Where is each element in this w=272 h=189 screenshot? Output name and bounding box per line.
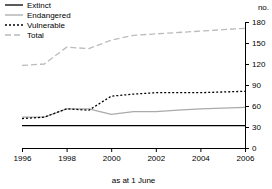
tick-mark bbox=[245, 106, 249, 107]
tick-label: 150 bbox=[252, 39, 266, 48]
series-line bbox=[22, 28, 245, 65]
tick: 150 bbox=[245, 39, 266, 48]
tick-label: 60 bbox=[252, 102, 261, 111]
tick-mark bbox=[245, 64, 249, 65]
tick: 2002 bbox=[147, 148, 165, 163]
legend-swatch bbox=[5, 4, 23, 5]
tick-label: 30 bbox=[252, 123, 261, 132]
tick: 90 bbox=[245, 81, 261, 90]
series-line bbox=[22, 91, 245, 118]
tick-label: 120 bbox=[252, 60, 266, 69]
legend-item: Endangered bbox=[5, 11, 71, 20]
legend-item: Vulnerable bbox=[5, 21, 66, 30]
tick-label: 2004 bbox=[192, 154, 210, 163]
legend-swatch bbox=[5, 24, 23, 25]
tick-mark bbox=[245, 22, 249, 23]
legend-item: Total bbox=[5, 31, 44, 40]
tick-label: 0 bbox=[252, 144, 257, 153]
y-axis-line bbox=[246, 23, 250, 149]
x-axis-title: as at 1 June bbox=[112, 176, 156, 185]
tick-label: 1998 bbox=[58, 154, 76, 163]
tick-label: 1996 bbox=[14, 154, 32, 163]
series-line bbox=[22, 107, 245, 117]
tick: 30 bbox=[245, 123, 261, 132]
tick-mark bbox=[111, 148, 112, 152]
lines bbox=[22, 28, 245, 125]
legend-swatch bbox=[5, 34, 23, 35]
tick: 2004 bbox=[192, 148, 210, 163]
tick: 180 bbox=[245, 18, 266, 27]
chart: 1996 1998 2000 2002 2004 20060 30 60 90 120 150 180… bbox=[0, 0, 272, 189]
tick-label: 180 bbox=[252, 18, 266, 27]
legend-item: Extinct bbox=[5, 1, 52, 10]
series-line bbox=[22, 125, 245, 126]
legend-label: Endangered bbox=[27, 11, 71, 20]
y-axis: 0 30 60 90 120 150 180 bbox=[245, 18, 266, 153]
tick-label: 2000 bbox=[103, 154, 121, 163]
legend-label: Extinct bbox=[27, 1, 52, 10]
tick: 1996 bbox=[14, 148, 32, 163]
legend-label: Total bbox=[27, 31, 44, 40]
tick: 0 bbox=[245, 144, 257, 153]
tick: 1998 bbox=[58, 148, 76, 163]
legend: ExtinctEndangeredVulnerableTotal bbox=[5, 1, 71, 40]
tick: 60 bbox=[245, 102, 261, 111]
tick-mark bbox=[245, 85, 249, 86]
tick-mark bbox=[200, 148, 201, 152]
tick-label: 2002 bbox=[147, 154, 165, 163]
tick-mark bbox=[245, 127, 249, 128]
tick-label: 90 bbox=[252, 81, 261, 90]
tick: 2000 bbox=[103, 148, 121, 163]
legend-swatch bbox=[5, 14, 23, 15]
tick-mark bbox=[22, 148, 23, 152]
legend-label: Vulnerable bbox=[27, 21, 66, 30]
x-axis: 1996 1998 2000 2002 2004 2006 bbox=[14, 148, 255, 163]
tick-mark bbox=[156, 148, 157, 152]
tick-mark bbox=[67, 148, 68, 152]
y-axis-title: no. bbox=[258, 3, 269, 12]
x-axis-line bbox=[23, 149, 246, 153]
tick-mark bbox=[245, 148, 249, 149]
tick-label: 2006 bbox=[237, 154, 255, 163]
tick: 120 bbox=[245, 60, 266, 69]
tick-mark bbox=[245, 43, 249, 44]
